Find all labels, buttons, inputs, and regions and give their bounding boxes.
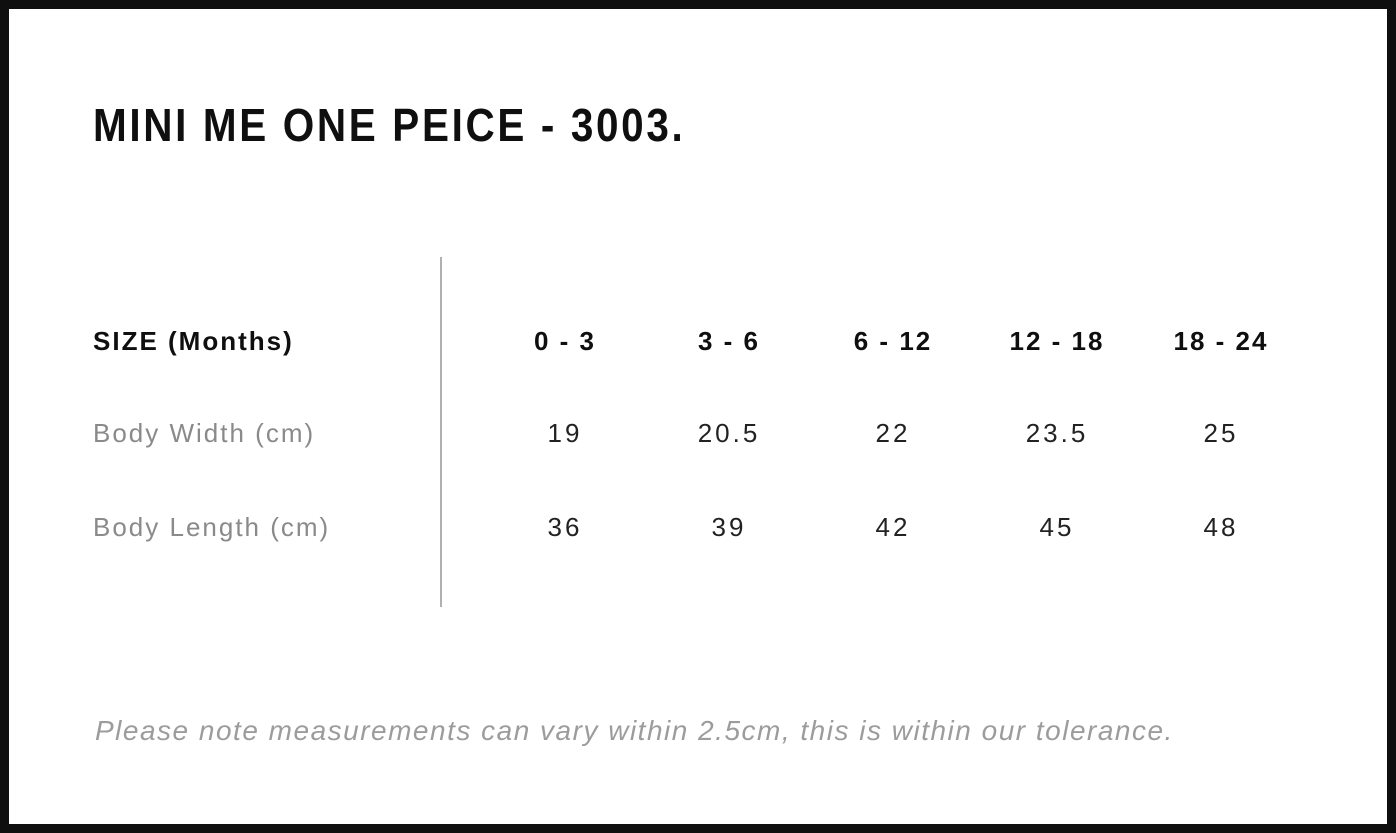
body-length-value-12-18: 45 [1039, 512, 1075, 542]
body-width-value-3-6: 20.5 [697, 418, 761, 448]
row-label-body-width: Body Width (cm) [93, 418, 316, 448]
column-header-3-6: 3 - 6 [697, 326, 761, 356]
body-width-value-0-3: 19 [547, 418, 583, 448]
body-width-value-6-12: 22 [875, 418, 911, 448]
page-title: MINI ME ONE PEICE - 3003. [93, 99, 686, 151]
tolerance-note: Please note measurements can vary within… [95, 715, 1174, 746]
column-header-18-24: 18 - 24 [1173, 326, 1269, 356]
column-header-0-3: 0 - 3 [533, 326, 597, 356]
body-length-value-18-24: 48 [1203, 512, 1239, 542]
body-length-value-3-6: 39 [711, 512, 747, 542]
table-row-body-length: Body Length (cm) 36 39 42 45 48 [93, 511, 1303, 543]
body-width-value-18-24: 25 [1203, 418, 1239, 448]
body-length-value-0-3: 36 [547, 512, 583, 542]
body-width-value-12-18: 23.5 [1025, 418, 1089, 448]
size-column-header: SIZE (Months) [93, 326, 294, 356]
body-length-value-6-12: 42 [875, 512, 911, 542]
column-header-12-18: 12 - 18 [1009, 326, 1105, 356]
table-header-row: SIZE (Months) 0 - 3 3 - 6 6 - 12 12 - 18… [93, 325, 1303, 357]
table-divider-line [440, 257, 442, 607]
row-label-body-length: Body Length (cm) [93, 512, 331, 542]
table-row-body-width: Body Width (cm) 19 20.5 22 23.5 25 [93, 417, 1303, 449]
column-header-6-12: 6 - 12 [853, 326, 933, 356]
